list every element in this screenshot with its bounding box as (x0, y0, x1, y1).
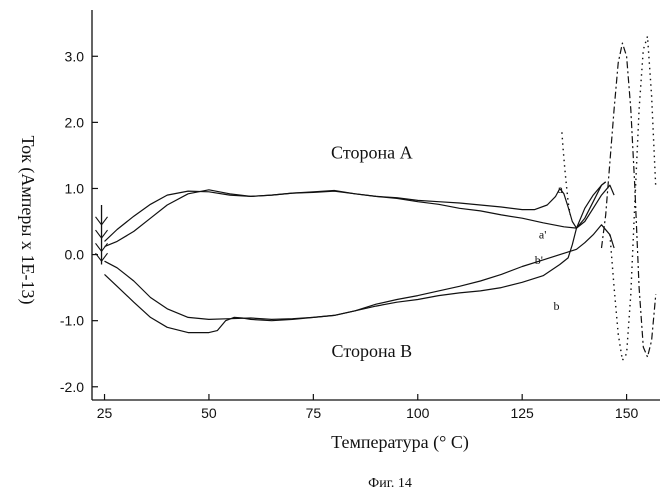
y-tick-label: 0.0 (65, 247, 85, 263)
x-tick-label: 100 (406, 405, 430, 421)
y-tick-label: 2.0 (65, 114, 85, 130)
series-label: a (558, 182, 564, 196)
ticks: -2.0 -1.0 0.0 1.0 2.0 3.0 25 50 75 100 125 150 (60, 48, 639, 421)
series-line-b (105, 182, 606, 333)
x-tick-label: 75 (306, 405, 322, 421)
series-line-a (105, 182, 606, 242)
y-axis-label: Ток (Амперы х 1Е-13) (17, 136, 38, 305)
series-line-extra-4 (602, 43, 656, 357)
series-label: b' (535, 253, 543, 267)
y-tick-label: 3.0 (65, 48, 85, 64)
series (96, 36, 656, 360)
x-axis-label: Температура (° С) (331, 432, 469, 453)
series-label: b (554, 299, 560, 313)
y-tick-label: 1.0 (65, 180, 85, 196)
y-tick-label: -1.0 (60, 313, 84, 329)
side-b-label: Сторона В (332, 341, 413, 361)
x-tick-label: 50 (201, 405, 217, 421)
side-a-label: Сторона А (331, 143, 413, 163)
series-line-aprime (105, 185, 615, 246)
y-tick-label: -2.0 (60, 379, 84, 395)
x-tick-label: 125 (510, 405, 534, 421)
figure-caption: Фиг. 14 (368, 476, 412, 491)
series-label: a' (539, 228, 547, 242)
series-line-bprime (105, 225, 615, 320)
x-tick-label: 150 (615, 405, 639, 421)
x-tick-label: 25 (97, 405, 113, 421)
labels: a a' b' b Сторона А Сторона В (331, 143, 564, 361)
series-line-extra-5 (610, 36, 656, 360)
